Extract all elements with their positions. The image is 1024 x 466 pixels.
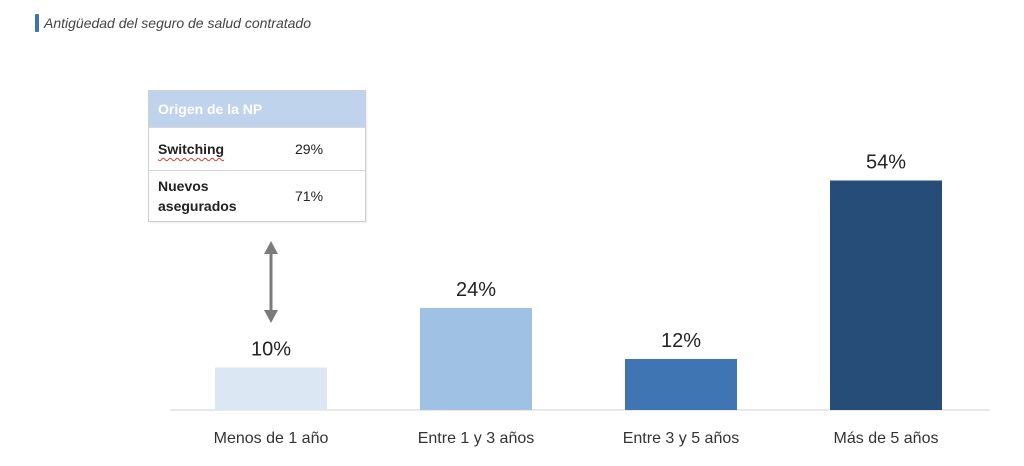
- np-row-switching: Switching 29%: [149, 127, 365, 170]
- bars-group: 10% Menos de 1 año 24% Entre 1 y 3 años 12% E…: [214, 152, 942, 447]
- range-arrow-icon: [264, 241, 278, 323]
- np-row-label-line-2: asegurados: [158, 198, 237, 214]
- np-row-label: Switching: [158, 141, 225, 157]
- bar-value-label: 10%: [251, 339, 291, 361]
- bar-value-label: 24%: [456, 279, 496, 301]
- np-table-title: Origen de la NP: [149, 91, 365, 127]
- bar-4: [830, 180, 942, 410]
- bar-3: [625, 359, 737, 410]
- bar-value-label: 54%: [866, 152, 906, 174]
- np-row-value: 29%: [295, 141, 324, 157]
- header-accent-bar: [35, 14, 39, 32]
- np-row-value: 71%: [295, 188, 324, 204]
- bar-value-label: 12%: [661, 330, 701, 352]
- x-category-label: Más de 5 años: [834, 430, 939, 447]
- chart-heading: Antigüedad del seguro de salud contratad…: [44, 15, 311, 31]
- np-origin-table: Origen de la NP Switching 29% Nuevos ase…: [148, 90, 366, 222]
- np-row-label: Nuevos asegurados: [158, 176, 295, 216]
- x-category-label: Menos de 1 año: [214, 430, 329, 447]
- chart-header: Antigüedad del seguro de salud contratad…: [35, 14, 311, 32]
- np-row-label-line-1: Nuevos: [158, 178, 209, 194]
- bar-1: [215, 367, 327, 410]
- np-row-nuevos-asegurados: Nuevos asegurados 71%: [149, 170, 365, 221]
- bar-2: [420, 308, 532, 410]
- x-category-label: Entre 3 y 5 años: [623, 430, 740, 447]
- x-category-label: Entre 1 y 3 años: [418, 430, 535, 447]
